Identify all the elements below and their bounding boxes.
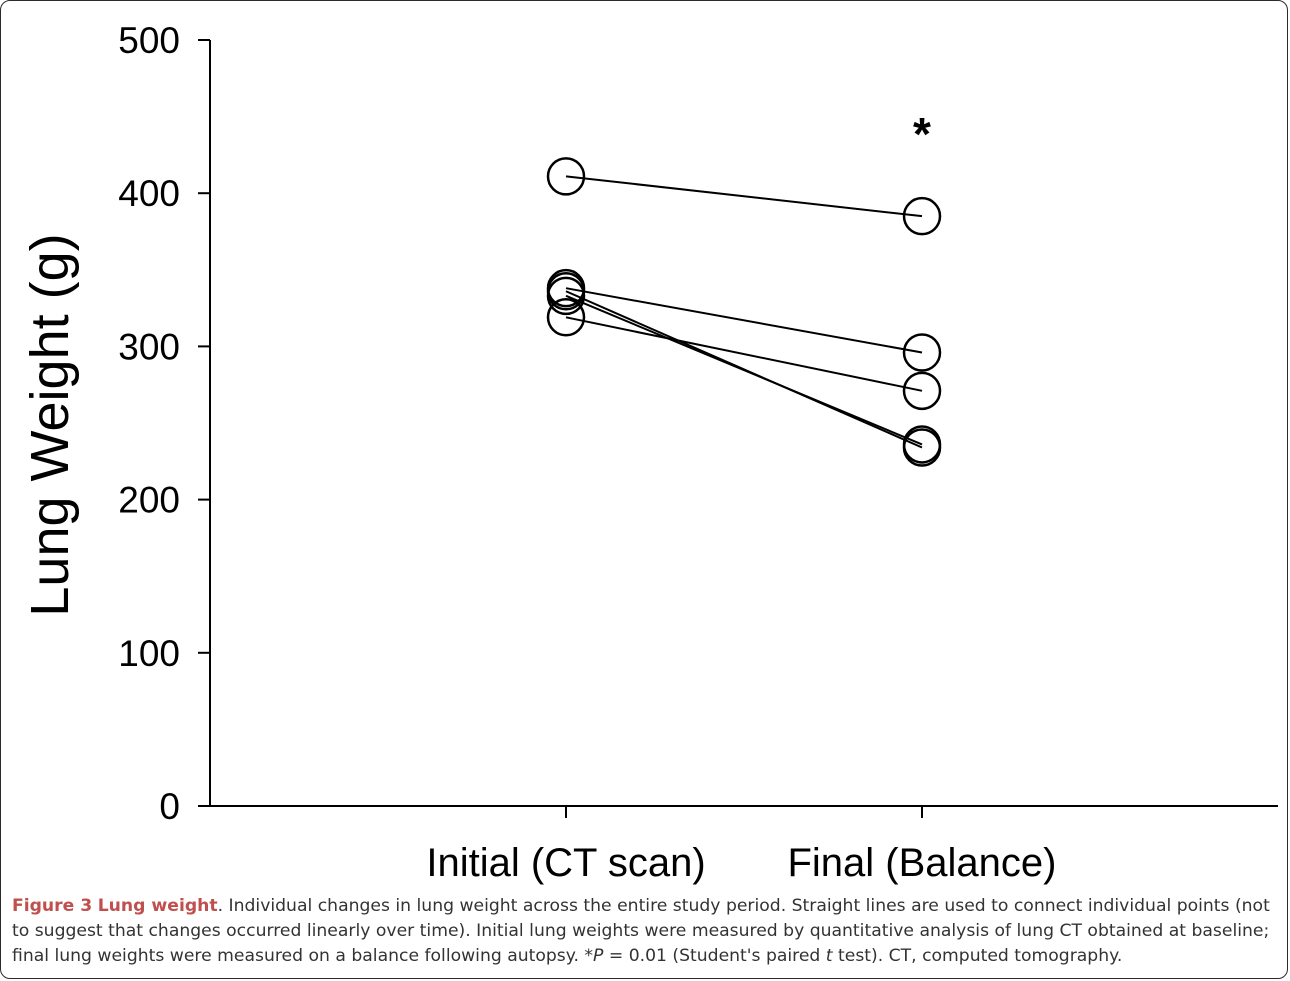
series-line — [565, 287, 923, 354]
y-axis-label: Lung Weight (g) — [20, 233, 80, 616]
data-point — [546, 276, 586, 316]
figure-caption: Figure 3 Lung weight. Individual changes… — [12, 894, 1280, 969]
caption-figure-label: Figure 3 — [12, 896, 93, 916]
caption-text-2: = 0.01 (Student's paired — [603, 946, 826, 966]
caption-t-symbol: t — [825, 946, 833, 966]
series-line — [565, 316, 923, 392]
caption-p-symbol: P — [593, 946, 604, 966]
series-line — [565, 294, 923, 446]
data-point — [902, 333, 942, 372]
series-line — [565, 175, 923, 218]
y-tick-label: 500 — [118, 20, 180, 61]
series-lines — [565, 175, 923, 449]
data-point — [902, 196, 942, 236]
x-category-label: Final (Balance) — [787, 841, 1056, 885]
data-points — [546, 157, 942, 467]
caption-title: Lung weight — [97, 896, 218, 916]
data-point — [902, 425, 942, 464]
axes: 0 100 200 300 400 500 Initial (CT scan) Final (… — [118, 20, 1278, 885]
data-point — [546, 298, 586, 337]
y-tick-label: 400 — [118, 173, 180, 214]
x-category-label: Initial (CT scan) — [426, 841, 705, 885]
caption-text-1: . Individual changes in lung weight acro… — [12, 896, 1270, 966]
y-tick-label: 200 — [118, 480, 180, 521]
significance-asterisk: * — [913, 108, 931, 160]
caption-text-3: test). CT, computed tomography. — [832, 946, 1123, 966]
data-point — [546, 157, 586, 196]
y-tick-label: 100 — [118, 633, 180, 674]
data-point — [902, 371, 942, 411]
y-tick-label: 0 — [159, 786, 180, 827]
y-tick-label: 300 — [118, 326, 180, 367]
